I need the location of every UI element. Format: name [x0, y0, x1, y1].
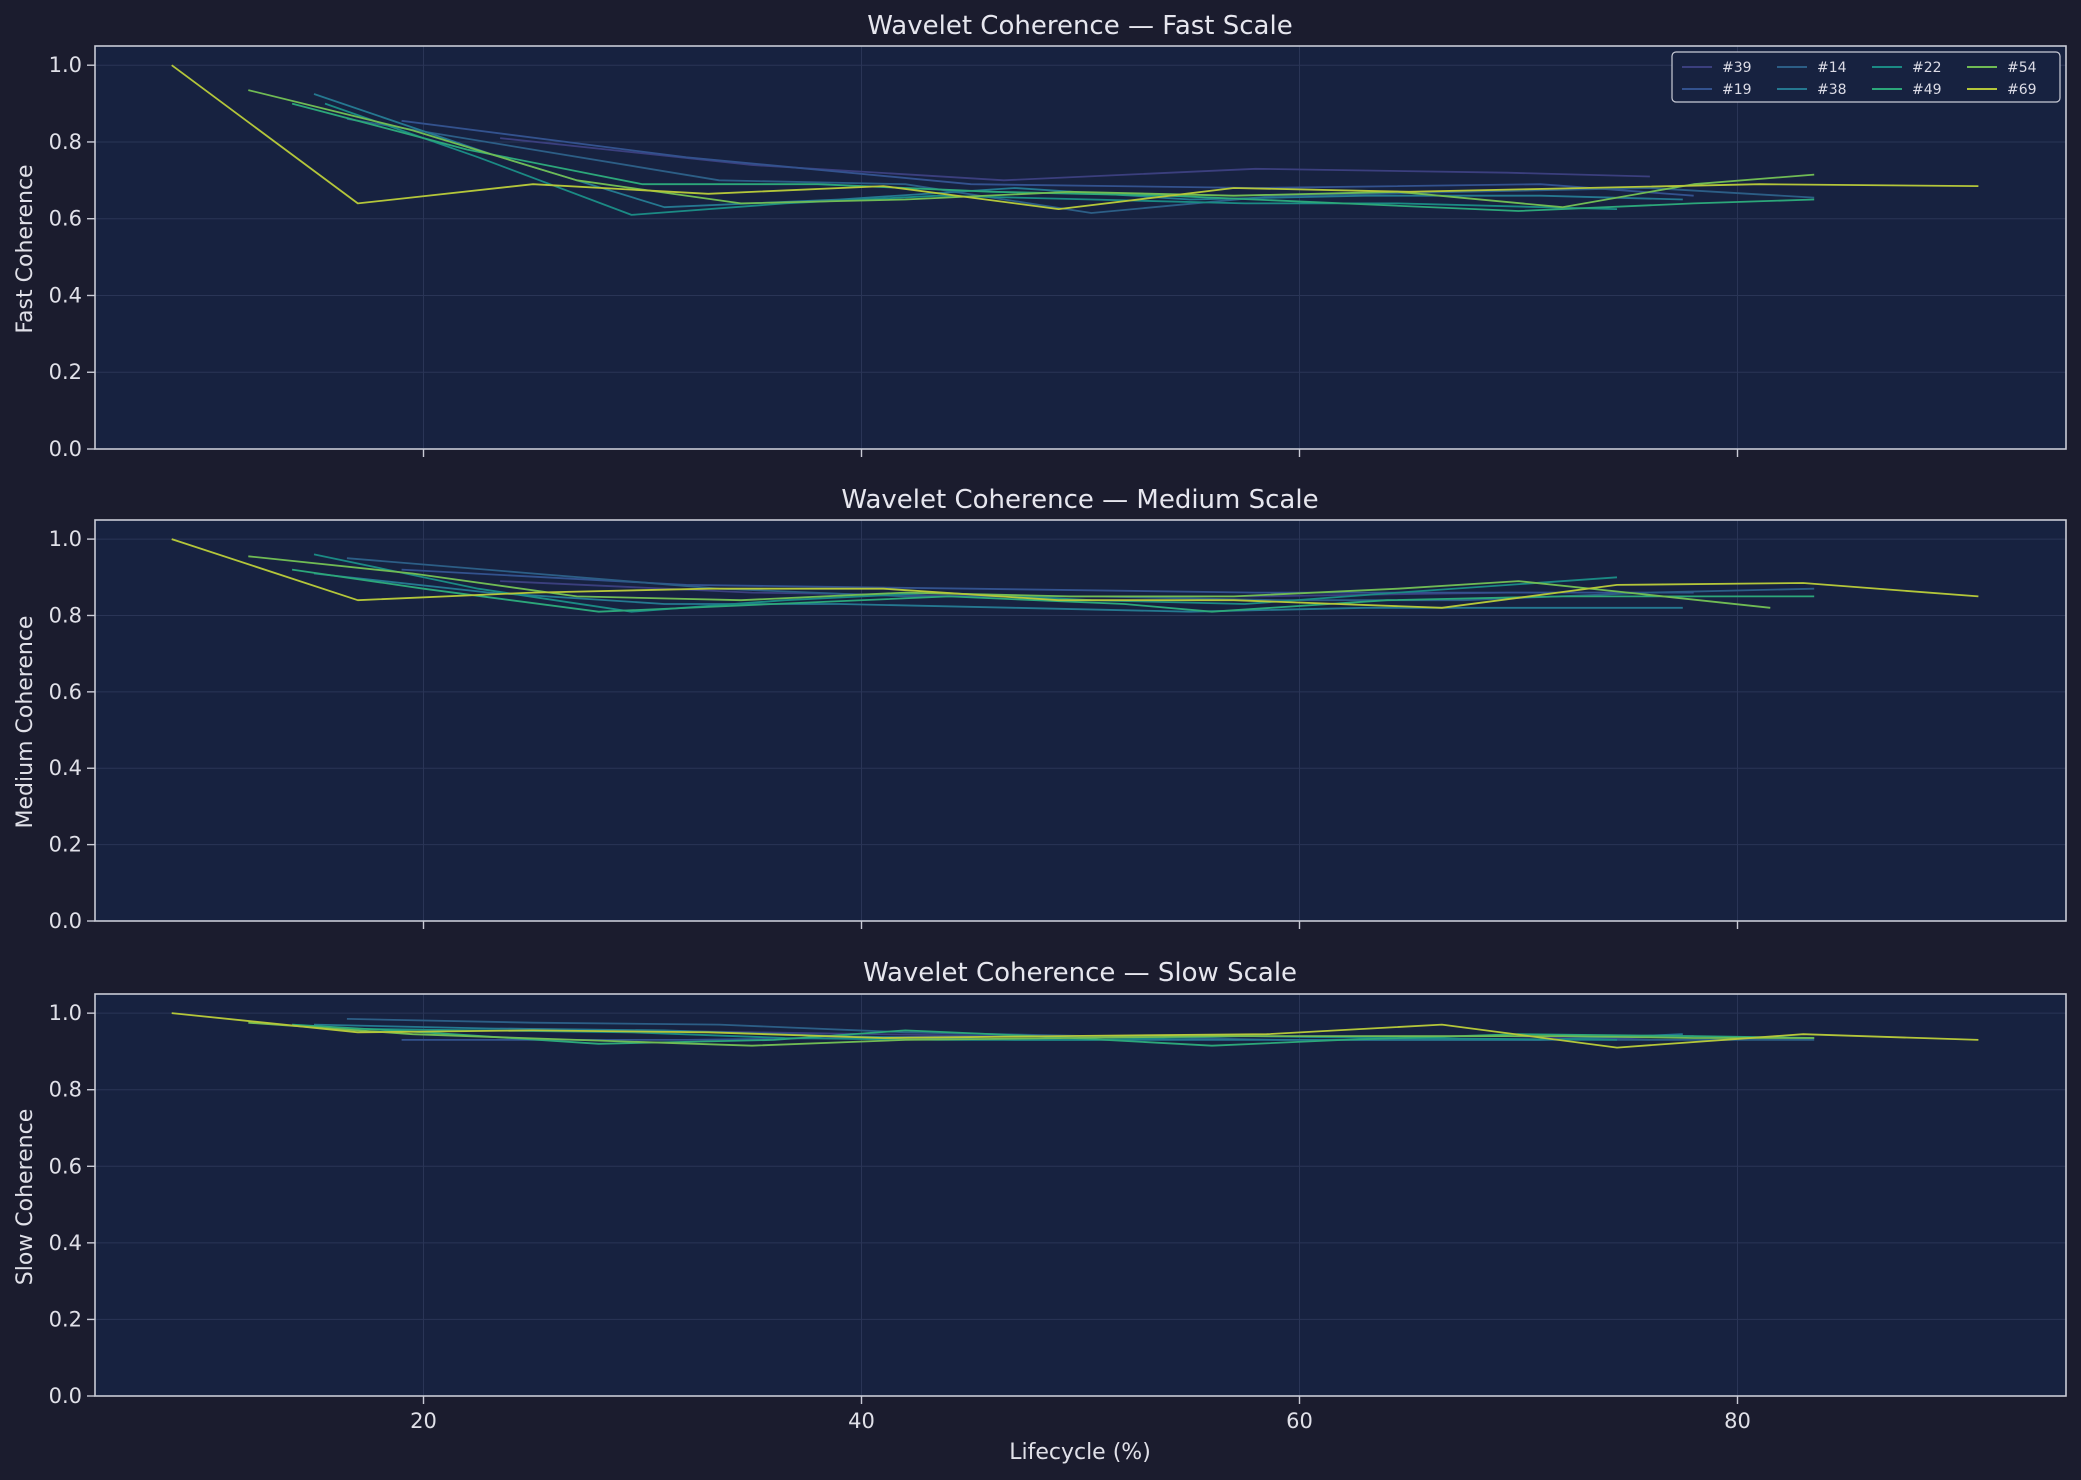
y-tick-label: 0.6	[49, 1154, 82, 1178]
legend-label: #54	[2007, 60, 2037, 76]
series-line-n38	[313, 572, 1683, 613]
series-line-n69	[171, 538, 1979, 609]
y-tick-label: 0.6	[49, 207, 82, 231]
fast-scale-panel: Wavelet Coherence — Fast Scale Fast Cohe…	[13, 11, 2067, 461]
y-tick-label: 0.4	[49, 283, 82, 307]
legend-label: #39	[1722, 60, 1752, 76]
y-tick-label: 0.4	[49, 1231, 82, 1255]
legend-label: #19	[1722, 82, 1752, 98]
series-line-n19	[401, 119, 1694, 197]
x-axis-label: Lifecycle (%)	[1009, 1440, 1151, 1465]
series-line-n54	[248, 555, 1771, 609]
y-tick-label: 0.2	[49, 833, 82, 857]
medium-scale-title: Wavelet Coherence — Medium Scale	[841, 485, 1318, 515]
series-line-n69	[171, 64, 1979, 211]
legend-label: #14	[1817, 60, 1847, 76]
series-line-n54	[248, 1021, 1815, 1047]
y-tick-label: 0.8	[49, 1078, 82, 1102]
slow-scale-title: Wavelet Coherence — Slow Scale	[863, 958, 1297, 988]
plot-area	[95, 994, 2066, 1396]
legend-label: #38	[1817, 82, 1847, 98]
y-tick-label: 0.0	[49, 437, 82, 461]
y-tick-label: 0.8	[49, 130, 82, 154]
x-tick-label: 40	[848, 1409, 875, 1433]
y-tick-label: 0.8	[49, 603, 82, 627]
x-tick-label: 60	[1286, 1409, 1313, 1433]
series-line-n14	[346, 118, 1815, 214]
axes-frame	[94, 45, 2067, 450]
legend-box	[1671, 51, 2061, 103]
x-tick-label: 20	[410, 1409, 437, 1433]
x-tick-label: 80	[1724, 1409, 1751, 1433]
y-tick-label: 0.4	[49, 756, 82, 780]
y-tick-label: 0.0	[49, 1384, 82, 1408]
plot-area	[95, 46, 2066, 449]
series-line-n69	[171, 1012, 1979, 1049]
y-tick-label: 1.0	[49, 1001, 82, 1025]
y-tick-label: 0.2	[49, 360, 82, 384]
medium-scale-panel: Wavelet Coherence — Medium Scale Medium …	[13, 485, 2067, 933]
axes-frame	[94, 993, 2067, 1397]
y-tick-label: 0.0	[49, 909, 82, 933]
fast-scale-title: Wavelet Coherence — Fast Scale	[867, 11, 1292, 41]
axes-frame	[94, 519, 2067, 922]
legend-label: #22	[1912, 60, 1942, 76]
y-tick-label: 0.2	[49, 1307, 82, 1331]
legend: #39 #14 #22 #54 #19 #38 #49 #69	[1671, 51, 2061, 103]
series-line-n54	[248, 89, 1815, 209]
legend-label: #69	[2007, 82, 2037, 98]
slow-scale-ylabel: Slow Coherence	[13, 1109, 38, 1286]
y-tick-label: 1.0	[49, 53, 82, 77]
plot-area	[95, 520, 2066, 921]
y-tick-label: 0.6	[49, 680, 82, 704]
medium-scale-ylabel: Medium Coherence	[13, 616, 38, 829]
series-line-n39	[500, 137, 1650, 182]
slow-scale-panel: Wavelet Coherence — Slow Scale Slow Cohe…	[13, 958, 2067, 1433]
fast-scale-ylabel: Fast Coherence	[13, 164, 38, 333]
legend-label: #49	[1912, 82, 1942, 98]
series-line-n49	[291, 568, 1815, 613]
y-tick-label: 1.0	[49, 527, 82, 551]
series-line-n49	[291, 102, 1815, 212]
